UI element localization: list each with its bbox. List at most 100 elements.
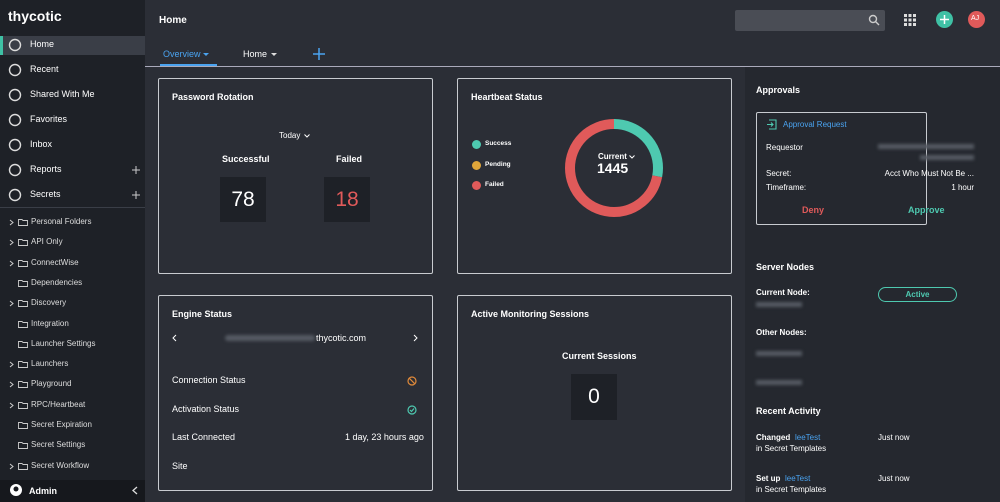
folder-item[interactable]: Launcher Settings bbox=[31, 338, 96, 348]
activity-time: Just now bbox=[878, 473, 910, 483]
donut-label: Current bbox=[598, 152, 627, 161]
nav-icon bbox=[8, 88, 22, 102]
connection-icon bbox=[407, 376, 417, 386]
nav-plus[interactable] bbox=[132, 166, 140, 174]
status-pill bbox=[878, 287, 957, 302]
nav-icon bbox=[8, 113, 22, 127]
tab-overview[interactable]: Overview bbox=[163, 49, 201, 59]
approve-button[interactable]: Approve bbox=[908, 205, 945, 215]
section-title: Approvals bbox=[756, 85, 801, 95]
folder-item[interactable]: Dependencies bbox=[31, 277, 83, 287]
folder-icon bbox=[18, 259, 28, 267]
folder-item[interactable]: Integration bbox=[31, 318, 69, 328]
folder-chevron[interactable] bbox=[9, 239, 14, 246]
folder-chevron[interactable] bbox=[9, 361, 14, 368]
nav-icon bbox=[8, 163, 22, 177]
folder-icon bbox=[18, 320, 28, 328]
activity-link[interactable]: leeTest bbox=[795, 433, 821, 442]
nav-item[interactable]: Shared With Me bbox=[30, 89, 95, 99]
activity-link[interactable]: leeTest bbox=[785, 473, 811, 483]
nav-plus[interactable] bbox=[132, 191, 140, 199]
nav-item[interactable]: Secrets bbox=[30, 189, 61, 199]
activation-icon bbox=[407, 405, 417, 415]
sidebar bbox=[0, 0, 145, 502]
add-button[interactable] bbox=[936, 11, 953, 28]
folder-icon bbox=[18, 381, 28, 389]
stat-label: Failed bbox=[336, 154, 363, 164]
nav-item[interactable]: Inbox bbox=[30, 139, 53, 149]
folder-item[interactable]: Secret Expiration bbox=[31, 420, 92, 429]
field-value: 1 hour bbox=[951, 183, 974, 192]
blurred-requestor bbox=[920, 155, 974, 160]
folder-chevron[interactable] bbox=[9, 219, 14, 226]
sidebar-divider bbox=[0, 207, 145, 208]
folder-chevron[interactable] bbox=[9, 300, 14, 307]
add-tab[interactable] bbox=[312, 47, 326, 61]
next-arrow[interactable] bbox=[413, 334, 418, 342]
blurred-node bbox=[756, 380, 802, 385]
stat-box bbox=[220, 177, 266, 222]
card-title: Password Rotation bbox=[172, 92, 254, 102]
activity-action: Set up bbox=[756, 473, 781, 483]
legend-swatch bbox=[472, 160, 481, 170]
collapse-icon[interactable] bbox=[132, 486, 138, 495]
page-title: Home bbox=[159, 15, 187, 26]
folder-chevron[interactable] bbox=[9, 381, 14, 388]
nav-item[interactable]: Recent bbox=[30, 64, 59, 74]
folder-item[interactable]: RPC/Heartbeat bbox=[31, 399, 86, 409]
folder-item[interactable]: Playground bbox=[31, 379, 72, 389]
blurred-host bbox=[225, 335, 315, 341]
status-label: Connection Status bbox=[172, 375, 246, 385]
user-name[interactable]: Admin bbox=[29, 486, 57, 496]
folder-item[interactable]: Discovery bbox=[31, 298, 67, 308]
engine-domain: thycotic.com bbox=[316, 333, 367, 343]
status-label: Activation Status bbox=[172, 403, 240, 414]
tab-caret bbox=[271, 53, 277, 56]
nav-icon bbox=[8, 63, 22, 77]
nav-item[interactable]: Reports bbox=[30, 164, 62, 174]
blurred-node bbox=[756, 302, 802, 307]
folder-icon bbox=[18, 340, 28, 348]
search-box[interactable] bbox=[735, 10, 885, 31]
folder-item[interactable]: Secret Settings bbox=[31, 440, 86, 450]
field-label: Requestor bbox=[766, 143, 803, 152]
blurred-requestor bbox=[878, 144, 974, 149]
period-select[interactable]: Today bbox=[279, 131, 301, 140]
card-title: Engine Status bbox=[172, 309, 233, 319]
status-value: 1 day, 23 hours ago bbox=[345, 432, 424, 443]
period-caret bbox=[304, 134, 310, 138]
deny-button[interactable]: Deny bbox=[802, 205, 825, 215]
folder-item[interactable]: ConnectWise bbox=[31, 257, 79, 267]
approval-link[interactable]: Approval Request bbox=[783, 120, 847, 129]
folder-icon bbox=[18, 361, 28, 369]
apps-icon[interactable] bbox=[904, 14, 916, 26]
tab-home[interactable]: Home bbox=[243, 49, 268, 59]
user-icon bbox=[10, 484, 22, 496]
folder-chevron[interactable] bbox=[9, 260, 14, 267]
center-caret bbox=[629, 155, 635, 159]
prev-arrow[interactable] bbox=[172, 334, 177, 342]
activity-context: in Secret Templates bbox=[756, 444, 827, 453]
folder-icon bbox=[18, 300, 28, 308]
folder-item[interactable]: Personal Folders bbox=[31, 217, 92, 226]
folder-item[interactable]: Launchers bbox=[31, 359, 69, 369]
folder-item[interactable]: API Only bbox=[31, 237, 63, 247]
status-label: Site bbox=[172, 461, 188, 472]
stat-value: 0 bbox=[588, 385, 600, 408]
nav-highlight bbox=[0, 36, 145, 55]
field-label: Timeframe: bbox=[766, 183, 807, 192]
nav-item[interactable]: Home bbox=[30, 39, 55, 49]
section-title: Server Nodes bbox=[756, 262, 815, 272]
folder-icon bbox=[18, 462, 28, 470]
avatar[interactable] bbox=[968, 11, 985, 28]
folder-item[interactable]: Secret Workflow bbox=[31, 460, 90, 470]
folder-chevron[interactable] bbox=[9, 402, 14, 409]
card bbox=[457, 78, 732, 274]
nav-icon bbox=[8, 188, 22, 202]
nav-icon bbox=[8, 138, 22, 152]
nav-item[interactable]: Favorites bbox=[30, 114, 68, 124]
folder-chevron[interactable] bbox=[9, 463, 14, 470]
folder-icon bbox=[18, 422, 28, 429]
folder-icon bbox=[18, 442, 28, 450]
